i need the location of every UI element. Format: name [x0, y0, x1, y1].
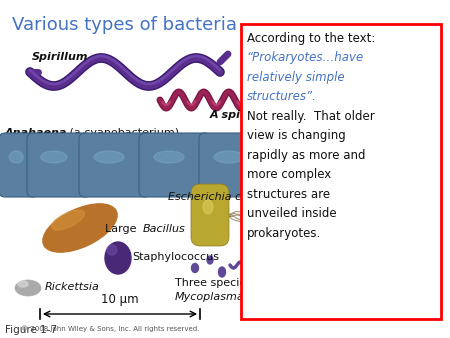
- Ellipse shape: [94, 151, 124, 163]
- Text: more complex: more complex: [247, 168, 331, 181]
- Text: Escherichia coli: Escherichia coli: [168, 192, 254, 202]
- Text: © 2008 John Wiley & Sons, Inc. All rights reserved.: © 2008 John Wiley & Sons, Inc. All right…: [21, 325, 199, 332]
- Ellipse shape: [219, 267, 225, 277]
- Text: Figure 1-7: Figure 1-7: [5, 325, 57, 335]
- Ellipse shape: [207, 256, 213, 264]
- FancyBboxPatch shape: [79, 133, 151, 197]
- Text: 10 μm: 10 μm: [101, 293, 139, 306]
- Text: structures”.: structures”.: [247, 90, 317, 103]
- Text: “Prokaryotes…have: “Prokaryotes…have: [247, 51, 364, 64]
- Ellipse shape: [18, 281, 28, 287]
- Text: relatively simple: relatively simple: [247, 71, 344, 84]
- FancyBboxPatch shape: [139, 133, 211, 197]
- Text: Bacillus: Bacillus: [143, 224, 186, 234]
- Ellipse shape: [105, 242, 131, 274]
- Text: Anabaena: Anabaena: [5, 128, 67, 138]
- Text: rapidly as more and: rapidly as more and: [247, 149, 365, 162]
- Text: Large: Large: [105, 224, 140, 234]
- Text: Not really.  That older: Not really. That older: [247, 110, 374, 123]
- FancyBboxPatch shape: [199, 133, 271, 197]
- Text: Mycoplasma: Mycoplasma: [175, 292, 245, 302]
- Ellipse shape: [9, 151, 23, 163]
- Ellipse shape: [214, 151, 244, 163]
- FancyBboxPatch shape: [27, 133, 91, 197]
- Text: (a cyanobacterium): (a cyanobacterium): [66, 128, 179, 138]
- Text: view is changing: view is changing: [247, 129, 346, 142]
- Ellipse shape: [15, 280, 41, 296]
- FancyBboxPatch shape: [0, 133, 39, 197]
- Text: According to the text:: According to the text:: [247, 32, 375, 45]
- Ellipse shape: [51, 210, 85, 230]
- Ellipse shape: [107, 245, 117, 255]
- Text: Various types of bacteria: Various types of bacteria: [13, 16, 238, 34]
- Text: Spirillum: Spirillum: [32, 52, 89, 62]
- Text: Three species of: Three species of: [175, 278, 266, 288]
- Ellipse shape: [41, 151, 67, 163]
- Text: unveiled inside: unveiled inside: [247, 207, 337, 220]
- Text: Rickettsia: Rickettsia: [45, 282, 100, 292]
- Text: prokaryotes.: prokaryotes.: [247, 227, 321, 240]
- FancyBboxPatch shape: [314, 133, 354, 197]
- Text: Staphylococcus: Staphylococcus: [132, 252, 219, 262]
- FancyBboxPatch shape: [259, 133, 326, 197]
- Text: structures are: structures are: [247, 188, 330, 201]
- FancyBboxPatch shape: [241, 24, 441, 319]
- Ellipse shape: [43, 204, 117, 252]
- Ellipse shape: [324, 151, 338, 163]
- Text: A spirochete: A spirochete: [210, 110, 289, 120]
- FancyBboxPatch shape: [191, 184, 229, 246]
- Ellipse shape: [273, 151, 301, 163]
- Ellipse shape: [203, 200, 213, 214]
- Ellipse shape: [154, 151, 184, 163]
- Ellipse shape: [192, 264, 198, 272]
